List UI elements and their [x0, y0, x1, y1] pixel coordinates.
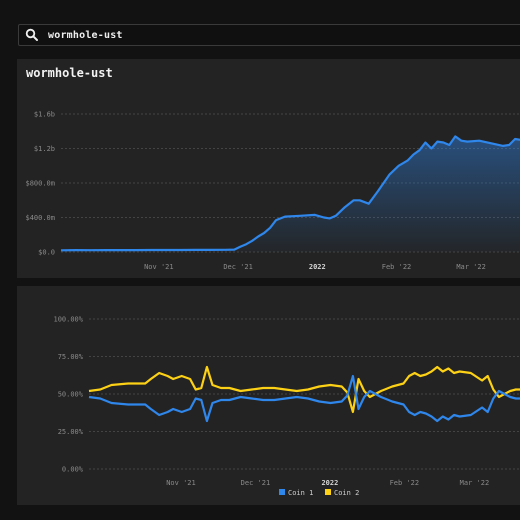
legend-label[interactable]: Coin 1	[288, 489, 313, 497]
series-line-coin-2	[88, 365, 520, 414]
legend-label[interactable]: Coin 2	[334, 489, 359, 497]
x-tick-label: Nov '21	[166, 479, 196, 487]
x-tick-label: Feb '22	[382, 263, 412, 271]
y-tick-label: 75.00%	[58, 353, 84, 361]
y-tick-label: 50.00%	[58, 391, 84, 399]
x-tick-label: 2022	[321, 479, 338, 487]
search-icon	[25, 28, 38, 41]
dominance-panel: 0.00% 25.00% 50.00% 75.00% 100.00% Nov '21 Dec…	[17, 286, 520, 505]
search-input[interactable]: wormhole-ust	[48, 29, 123, 41]
tvl-chart[interactable]: $0.0 $400.0m $800.0m $1.2b $1.6b Nov '21 Dec '…	[17, 59, 520, 278]
dominance-chart[interactable]: 0.00% 25.00% 50.00% 75.00% 100.00% Nov '21 Dec…	[17, 286, 520, 505]
x-tick-label: Feb '22	[390, 479, 420, 487]
y-tick-label: $1.2b	[34, 145, 55, 153]
x-tick-label: 2022	[309, 263, 326, 271]
tvl-panel: wormhole-ust $0.0 $400.0m $800.0m $1.2b $1.6…	[17, 59, 520, 278]
panel-title: wormhole-ust	[26, 66, 113, 80]
x-tick-label: Dec '21	[223, 263, 253, 271]
legend-swatch	[325, 489, 331, 495]
search-bar[interactable]: wormhole-ust	[18, 24, 520, 46]
y-tick-label: $400.0m	[25, 214, 55, 222]
x-tick-label: Mar '22	[460, 479, 490, 487]
x-tick-label: Dec '21	[241, 479, 271, 487]
legend-swatch	[279, 489, 285, 495]
x-tick-label: Mar '22	[456, 263, 486, 271]
y-tick-label: $0.0	[38, 249, 55, 257]
y-tick-label: 0.00%	[62, 466, 84, 474]
y-tick-label: 25.00%	[58, 428, 84, 436]
y-tick-label: $800.0m	[25, 180, 55, 188]
tvl-area	[61, 136, 520, 252]
y-tick-label: $1.6b	[34, 111, 55, 119]
y-tick-label: 100.00%	[53, 316, 83, 324]
x-tick-label: Nov '21	[144, 263, 174, 271]
series-line-coin-1	[88, 374, 520, 423]
tvl-line	[60, 135, 520, 252]
